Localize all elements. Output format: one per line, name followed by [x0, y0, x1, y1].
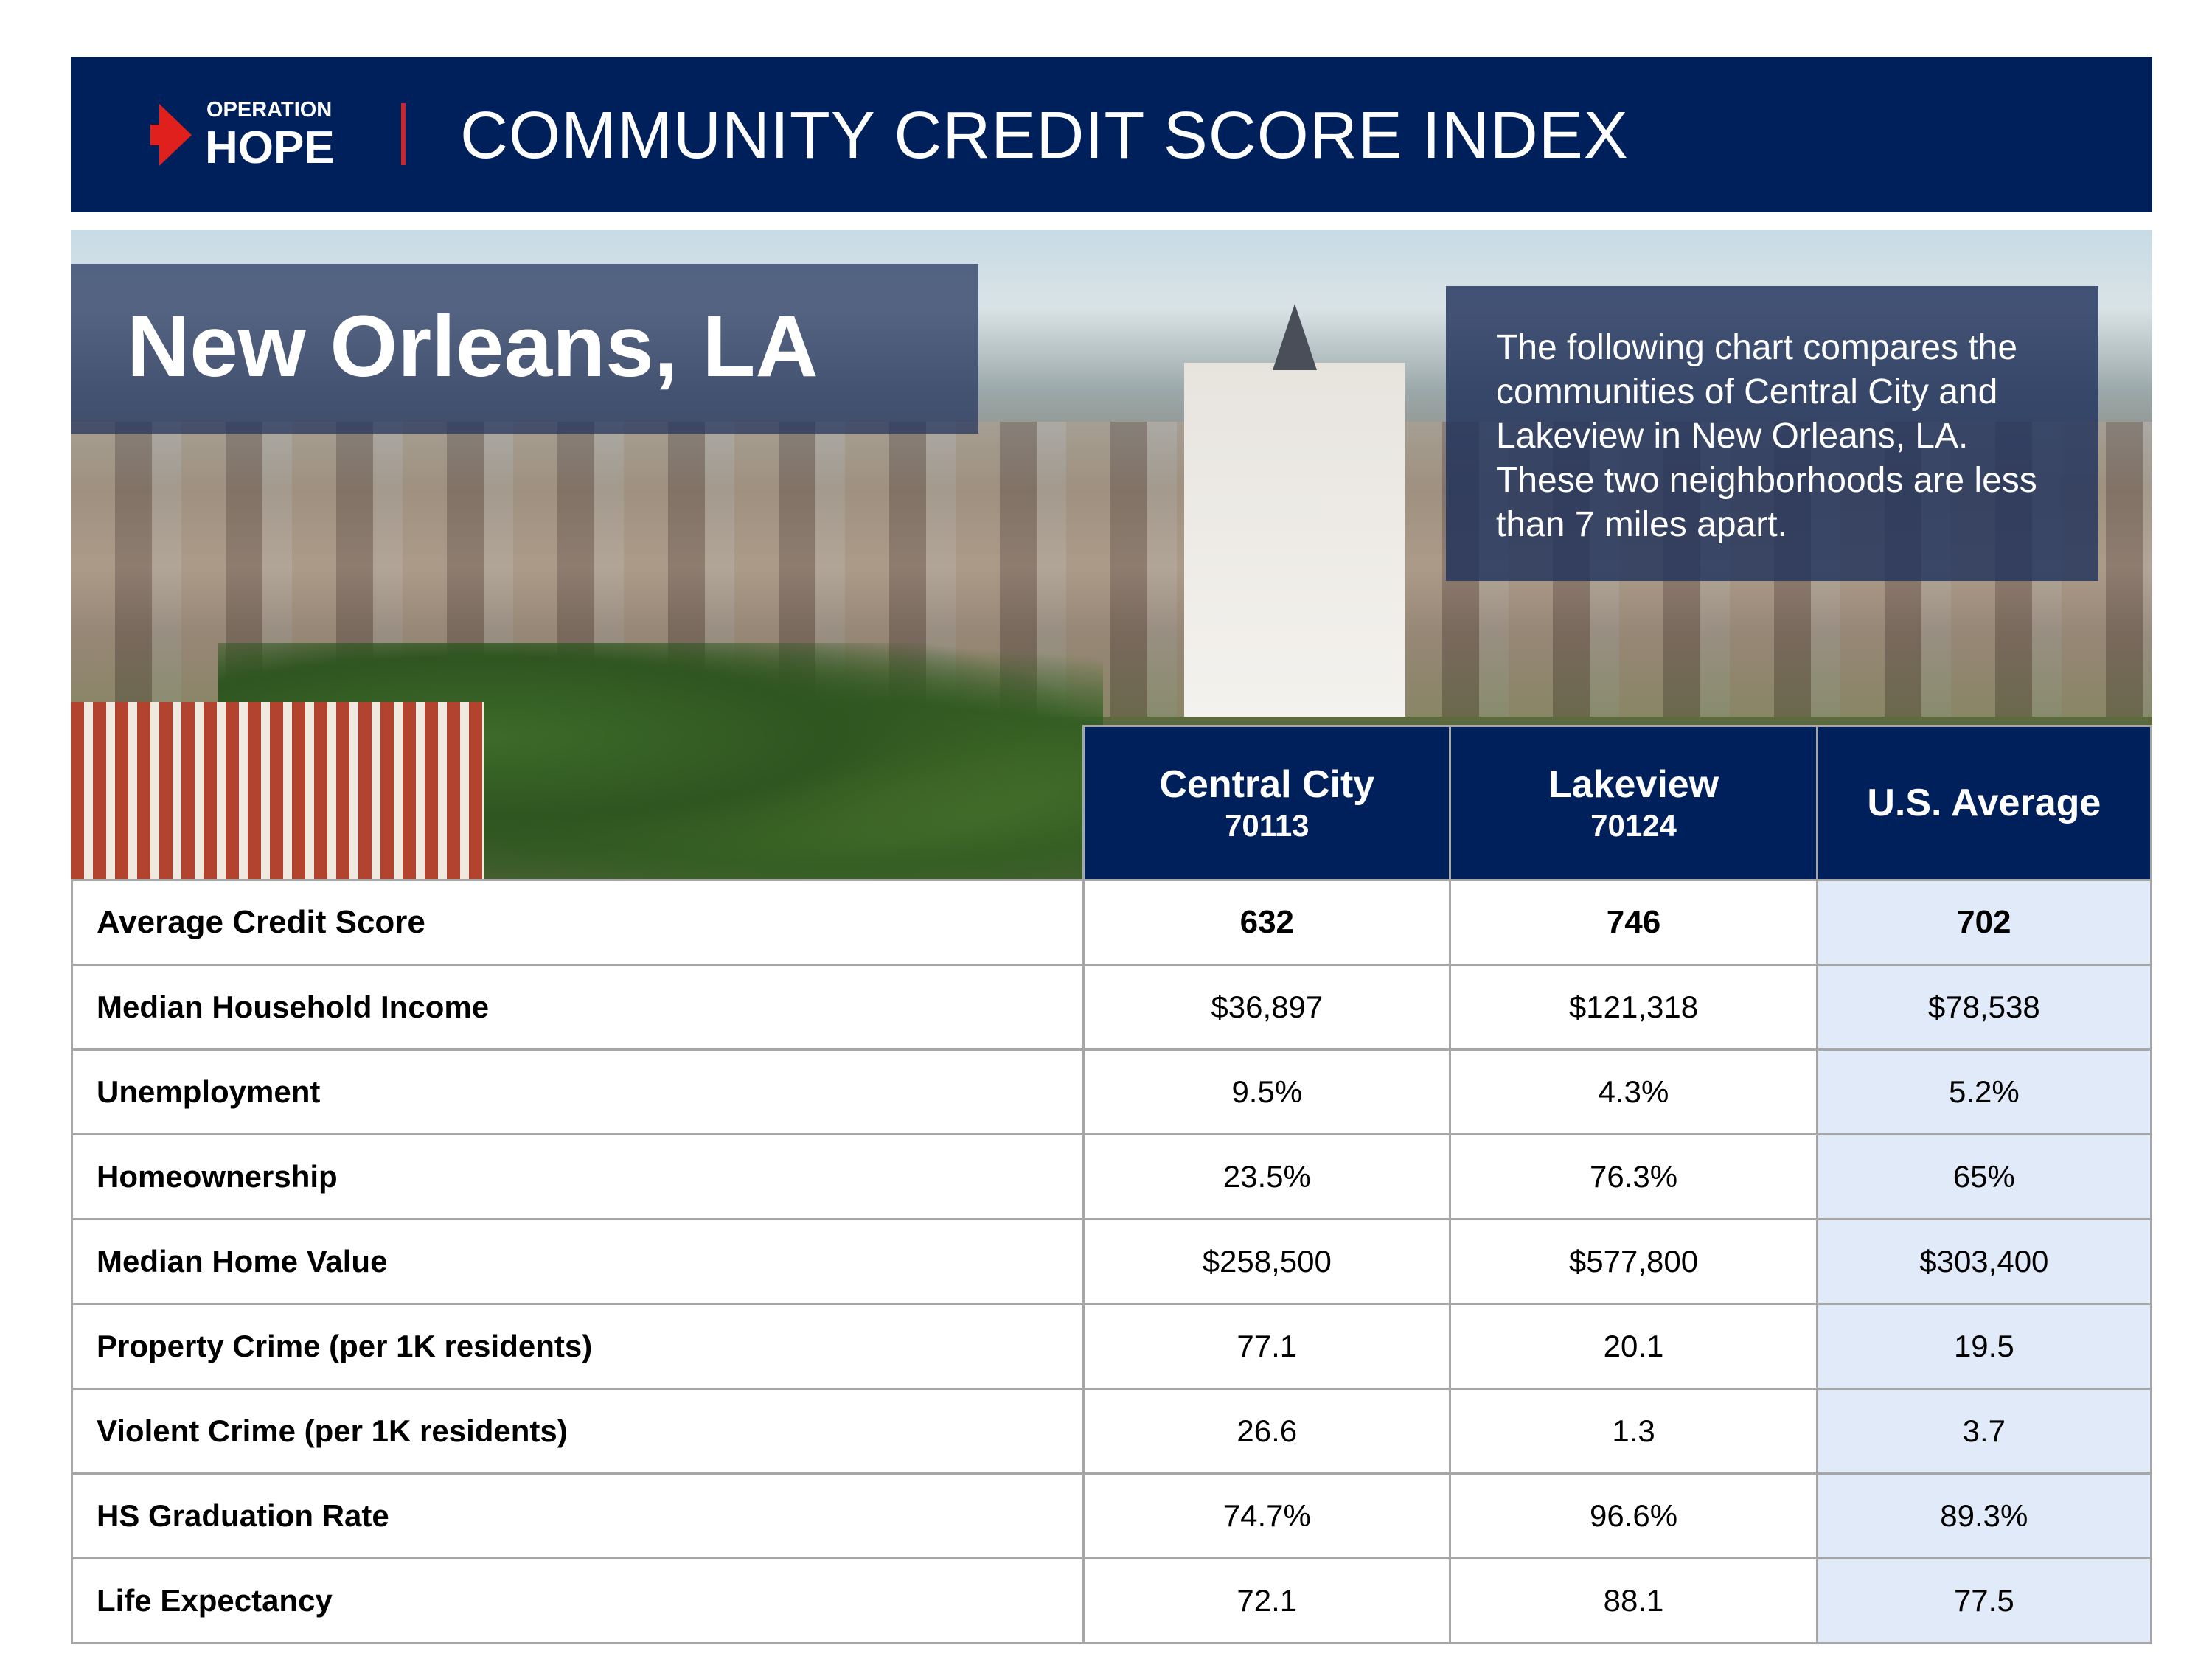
column-header-central-city: Central City 70113	[1082, 725, 1452, 881]
cell-value: $121,318	[1449, 964, 1818, 1051]
cell-value: 1.3	[1449, 1388, 1818, 1475]
table-row: Property Crime (per 1K residents) 77.1 20.…	[70, 1303, 2153, 1390]
page-title: COMMUNITY CREDIT SCORE INDEX	[460, 99, 1629, 173]
cell-value: $78,538	[1815, 964, 2153, 1051]
cell-value: 77.5	[1815, 1557, 2153, 1644]
cell-value: $303,400	[1815, 1218, 2153, 1305]
table-row: Violent Crime (per 1K residents) 26.6 1.3 3…	[70, 1388, 2153, 1475]
table-row: Homeownership 23.5% 76.3% 65%	[70, 1133, 2153, 1220]
cell-value: 4.3%	[1449, 1048, 1818, 1135]
column-zip: 70113	[1225, 808, 1310, 843]
table-row: Median Household Income $36,897 $121,318 $7…	[70, 964, 2153, 1051]
cell-value: $577,800	[1449, 1218, 1818, 1305]
logo-text-operation: OPERATION	[206, 98, 333, 122]
row-label: Homeownership	[70, 1133, 1085, 1220]
row-label: Life Expectancy	[70, 1557, 1085, 1644]
table-row: Unemployment 9.5% 4.3% 5.2%	[70, 1048, 2153, 1135]
cell-value: $36,897	[1082, 964, 1452, 1051]
column-zip: 70124	[1590, 808, 1677, 843]
logo-text-hope: HOPE	[205, 122, 335, 173]
description-box: The following chart compares the communi…	[1446, 286, 2098, 581]
table-row: Median Home Value $258,500 $577,800 $303,40…	[70, 1218, 2153, 1305]
cell-value: $258,500	[1082, 1218, 1452, 1305]
arrow-logo-icon	[150, 104, 192, 166]
cell-value: 746	[1449, 879, 1818, 966]
column-name: Lakeview	[1548, 763, 1719, 806]
row-label: Violent Crime (per 1K residents)	[70, 1388, 1085, 1475]
cell-value: 5.2%	[1815, 1048, 2153, 1135]
city-title: New Orleans, LA	[127, 298, 818, 395]
table-row: HS Graduation Rate 74.7% 96.6% 89.3%	[70, 1472, 2153, 1559]
cell-value: 77.1	[1082, 1303, 1452, 1390]
row-label: Median Home Value	[70, 1218, 1085, 1305]
row-label: Median Household Income	[70, 964, 1085, 1051]
header-blank	[72, 726, 1084, 881]
cell-value: 26.6	[1082, 1388, 1452, 1475]
cell-value: 702	[1815, 879, 2153, 966]
cell-value: 88.1	[1449, 1557, 1818, 1644]
header-banner: OPERATION HOPE COMMUNITY CREDIT SCORE IN…	[71, 57, 2152, 212]
column-header-lakeview: Lakeview 70124	[1449, 725, 1818, 881]
cell-value: 3.7	[1815, 1388, 2153, 1475]
row-label: Property Crime (per 1K residents)	[70, 1303, 1085, 1390]
table-header-row: Central City 70113 Lakeview 70124 U.S. Ave…	[72, 725, 2153, 881]
cell-value: 72.1	[1082, 1557, 1452, 1644]
cell-value: 96.6%	[1449, 1472, 1818, 1559]
column-name: Central City	[1159, 763, 1375, 806]
cell-value: 632	[1082, 879, 1452, 966]
table-row: Average Credit Score 632 746 702	[70, 879, 2153, 966]
row-label: Average Credit Score	[70, 879, 1085, 966]
comparison-table: Central City 70113 Lakeview 70124 U.S. Ave…	[70, 725, 2153, 1644]
cell-value: 20.1	[1449, 1303, 1818, 1390]
cell-value: 76.3%	[1449, 1133, 1818, 1220]
cell-value: 23.5%	[1082, 1133, 1452, 1220]
cell-value: 65%	[1815, 1133, 2153, 1220]
cell-value: 19.5	[1815, 1303, 2153, 1390]
column-header-us-average: U.S. Average	[1815, 725, 2153, 881]
row-label: Unemployment	[70, 1048, 1085, 1135]
cell-value: 89.3%	[1815, 1472, 2153, 1559]
header-divider	[401, 103, 406, 165]
city-title-box: New Orleans, LA	[71, 264, 978, 434]
cathedral	[1184, 304, 1405, 717]
description-text: The following chart compares the communi…	[1496, 328, 2037, 544]
cell-value: 74.7%	[1082, 1472, 1452, 1559]
operation-hope-logo: OPERATION HOPE	[150, 98, 372, 172]
row-label: HS Graduation Rate	[70, 1472, 1085, 1559]
table-row: Life Expectancy 72.1 88.1 77.5	[70, 1557, 2153, 1644]
cell-value: 9.5%	[1082, 1048, 1452, 1135]
